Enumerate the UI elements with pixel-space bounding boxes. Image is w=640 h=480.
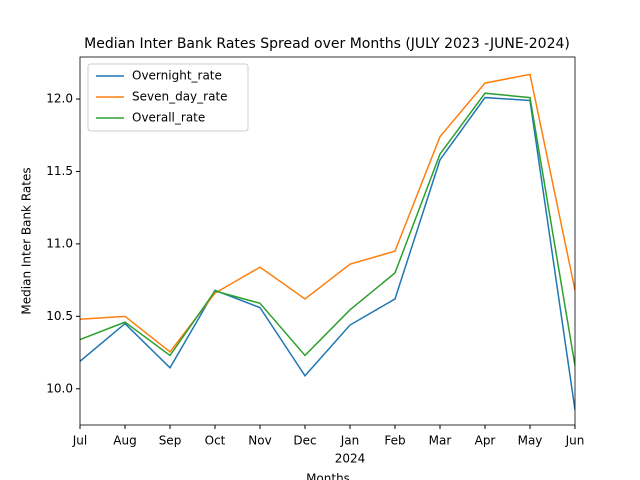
y-axis-label: Median Inter Bank Rates	[20, 167, 34, 314]
legend-box	[87, 63, 249, 132]
y-tick-label: 11.0	[46, 236, 73, 250]
x-tick-label: Apr	[475, 434, 496, 448]
plot-area	[80, 73, 575, 410]
legend-label: Overall_rate	[132, 111, 205, 125]
x-tick-label: Jun	[565, 434, 585, 448]
x-tick-label: Mar	[429, 434, 452, 448]
y-tick-label: 12.0	[46, 92, 73, 106]
chart-title: Median Inter Bank Rates Spread over Mont…	[84, 36, 570, 52]
x-tick-label: Nov	[248, 434, 271, 448]
x-year-label: 2024	[335, 452, 366, 466]
y-tick-label: 10.5	[46, 309, 73, 323]
x-tick-label: Dec	[293, 434, 316, 448]
series-line	[80, 96, 575, 410]
x-tick-label: Aug	[113, 434, 136, 448]
x-tick-label: Jan	[340, 434, 360, 448]
x-tick-label: Sep	[159, 434, 182, 448]
x-tick-label: Jul	[72, 434, 87, 448]
x-tick-label: Oct	[205, 434, 226, 448]
series-line	[80, 92, 575, 366]
axes-frame	[79, 56, 576, 426]
x-tick-label: May	[518, 434, 543, 448]
y-tick-label: 10.0	[46, 381, 73, 395]
y-tick-label: 11.5	[46, 164, 73, 178]
legend-label: Overnight_rate	[132, 69, 222, 83]
x-axis-label: Months	[306, 472, 350, 480]
series-line	[80, 73, 575, 353]
x-tick-label: Feb	[384, 434, 405, 448]
legend-label: Seven_day_rate	[132, 90, 228, 104]
